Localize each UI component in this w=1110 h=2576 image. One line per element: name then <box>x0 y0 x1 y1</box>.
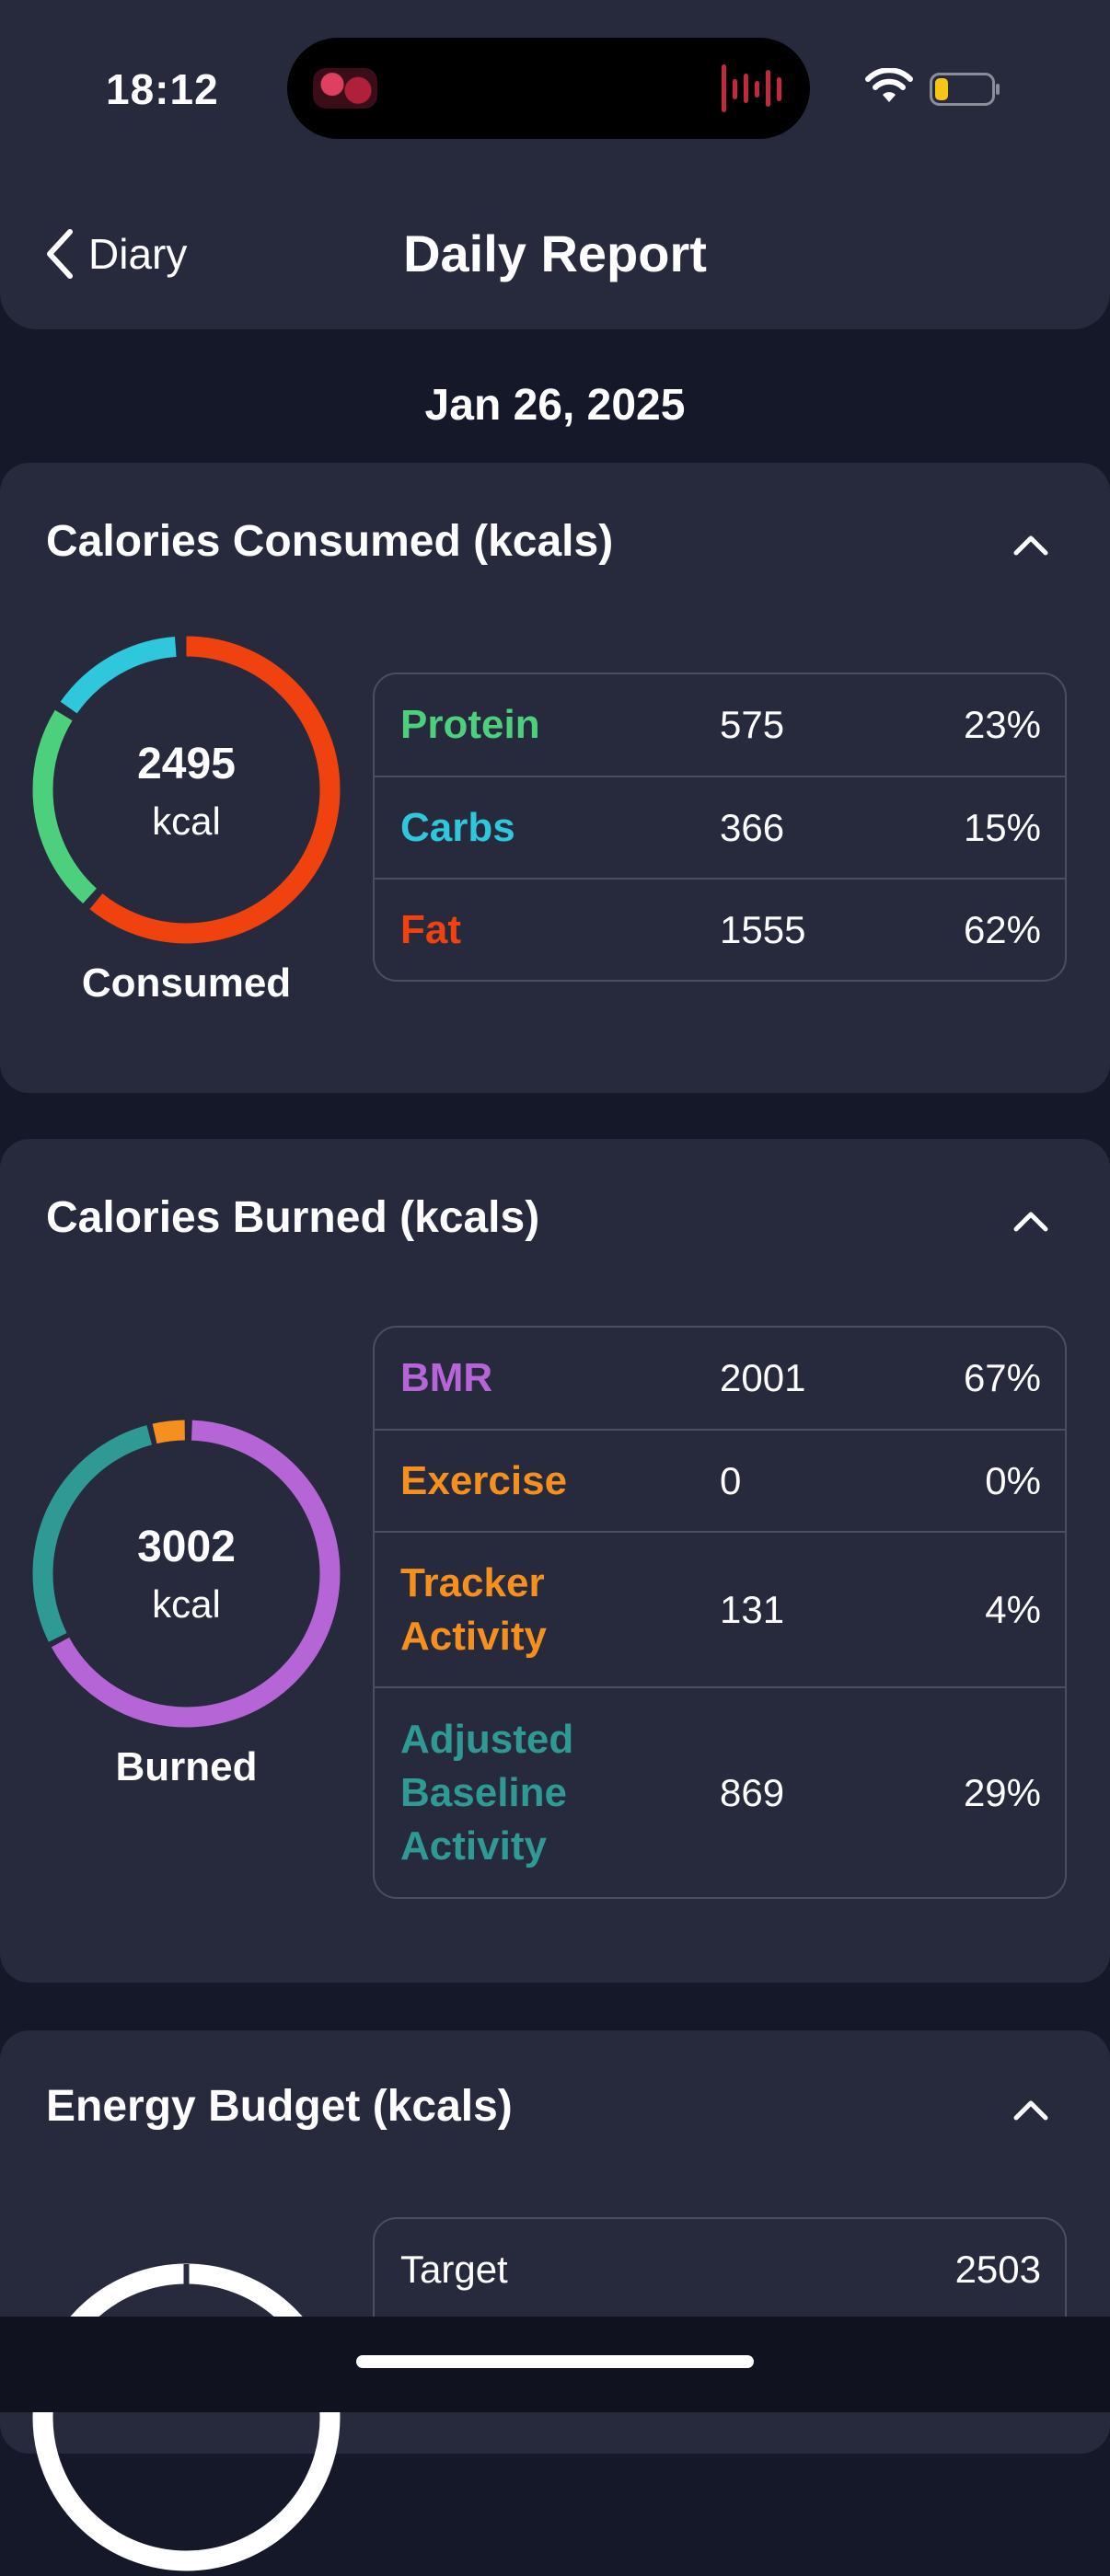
now-playing-artwork <box>313 68 377 109</box>
macro-percent: 23% <box>963 703 1041 746</box>
adjusted-baseline-segment <box>32 1420 341 1728</box>
battery-icon <box>930 73 1000 106</box>
budget-item-name: Target <box>400 2248 508 2291</box>
chevron-left-icon <box>47 229 73 279</box>
chevron-up-icon[interactable] <box>1011 2096 1051 2122</box>
budget-item-value: 2503 <box>954 2248 1041 2291</box>
dynamic-island[interactable] <box>287 38 810 139</box>
burn-value: 0 <box>720 1458 742 1502</box>
report-date: Jan 26, 2025 <box>424 381 686 430</box>
consumed-total: 2495 <box>137 740 236 788</box>
burn-percent: 4% <box>985 1587 1041 1631</box>
card-title: Calories Burned (kcals) <box>46 1193 540 1242</box>
calories-burned-card: Calories Burned (kcals) 3002 kcal Burned… <box>0 1139 1110 1983</box>
macro-value: 1555 <box>720 907 806 951</box>
macro-name: Fat <box>400 906 461 952</box>
burn-value: 131 <box>720 1587 785 1631</box>
burned-donut-chart <box>32 1420 341 1728</box>
consumed-donut-chart <box>32 636 341 944</box>
macro-value: 575 <box>720 703 785 746</box>
burn-percent: 29% <box>963 1770 1041 1814</box>
battery-level <box>935 78 948 100</box>
table-row: Tracker Activity 131 4% <box>375 1531 1065 1686</box>
consumed-label: Consumed <box>81 960 292 1006</box>
macro-value: 366 <box>720 805 785 849</box>
home-indicator[interactable] <box>356 2355 754 2368</box>
fat-segment <box>32 636 341 944</box>
burned-label: Burned <box>115 1744 258 1789</box>
protein-segment <box>32 636 341 944</box>
wifi-icon <box>865 68 913 102</box>
table-row: BMR 2001 67% <box>375 1328 1065 1429</box>
burned-unit: kcal <box>152 1582 221 1626</box>
table-row: Exercise 0 0% <box>375 1429 1065 1531</box>
macro-name: Carbs <box>400 804 515 850</box>
bmr-segment <box>32 1420 341 1728</box>
home-indicator-area <box>0 2317 1110 2412</box>
back-button[interactable]: Diary <box>44 224 187 284</box>
calories-consumed-card: Calories Consumed (kcals) 2495 kcal Cons… <box>0 463 1110 1093</box>
chevron-up-icon[interactable] <box>1011 531 1051 557</box>
burn-source-name: Adjusted Baseline Activity <box>400 1716 574 1869</box>
macro-name: Protein <box>400 702 540 747</box>
audio-waveform-icon <box>722 64 781 112</box>
table-row: Protein 575 23% <box>375 674 1065 776</box>
card-title: Energy Budget (kcals) <box>46 2082 513 2131</box>
table-row: Adjusted Baseline Activity 869 29% <box>375 1686 1065 1897</box>
budget-table: Target 2503 <box>373 2217 1067 2405</box>
burn-source-name: BMR <box>400 1355 493 1400</box>
status-time: 18:12 <box>106 65 219 113</box>
macros-table: Protein 575 23% Carbs 366 15% Fat 1555 6… <box>373 673 1067 982</box>
budget-donut-chart <box>32 2263 341 2571</box>
table-row: Fat 1555 62% <box>375 878 1065 980</box>
burn-source-name: Tracker Activity <box>400 1559 547 1659</box>
burned-total: 3002 <box>137 1523 236 1571</box>
table-row: Carbs 366 15% <box>375 776 1065 878</box>
card-title: Calories Consumed (kcals) <box>46 517 614 566</box>
page-title: Daily Report <box>403 224 707 282</box>
burn-value: 2001 <box>720 1356 806 1399</box>
macro-percent: 62% <box>963 907 1041 951</box>
chevron-up-icon[interactable] <box>1011 1207 1051 1233</box>
burn-value: 869 <box>720 1770 785 1814</box>
burned-breakdown-table: BMR 2001 67% Exercise 0 0% Tracker Activ… <box>373 1326 1067 1899</box>
back-label: Diary <box>88 230 188 278</box>
burn-source-name: Exercise <box>400 1457 568 1503</box>
consumed-unit: kcal <box>152 799 221 843</box>
status-bar: 18:12 <box>0 0 1110 166</box>
burn-percent: 67% <box>963 1356 1041 1399</box>
macro-percent: 15% <box>963 805 1041 849</box>
burn-percent: 0% <box>985 1458 1041 1502</box>
table-row: Target 2503 <box>375 2219 1065 2320</box>
